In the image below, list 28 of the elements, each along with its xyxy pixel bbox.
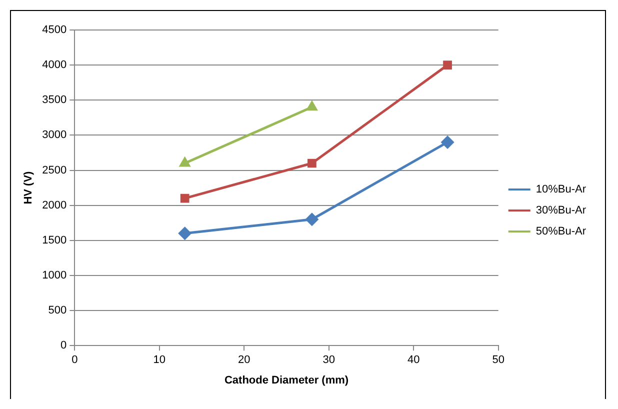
x-axis-title: Cathode Diameter (mm) bbox=[224, 374, 349, 386]
y-tick-label: 1000 bbox=[42, 270, 67, 282]
y-tick-label: 1500 bbox=[42, 234, 67, 246]
point bbox=[306, 213, 318, 226]
x-tick-label: 30 bbox=[322, 354, 336, 366]
y-tick-label: 500 bbox=[48, 304, 67, 317]
point bbox=[443, 60, 452, 70]
legend-label: 50%Bu-Ar bbox=[536, 226, 586, 238]
point bbox=[178, 227, 192, 240]
y-axis-title: HV (V) bbox=[22, 170, 35, 204]
point bbox=[308, 158, 316, 168]
legend-label: 30%Bu-Ar bbox=[536, 204, 586, 217]
x-tick-label: 40 bbox=[408, 354, 420, 366]
y-tick-label: 3500 bbox=[42, 94, 67, 106]
point bbox=[180, 194, 190, 203]
x-tick-label: 20 bbox=[238, 354, 250, 366]
y-tick-label: 2500 bbox=[42, 164, 67, 176]
y-tick-label: 4500 bbox=[42, 24, 67, 36]
y-tick-label: 3000 bbox=[42, 129, 67, 142]
x-tick-label: 50 bbox=[492, 354, 504, 366]
point bbox=[180, 158, 190, 167]
x-tick-label: 10 bbox=[153, 354, 166, 366]
point bbox=[441, 136, 454, 148]
legend-label: 10%Bu-Ar bbox=[536, 184, 586, 196]
y-tick-label: 2000 bbox=[42, 199, 67, 212]
y-tick-label: 0 bbox=[60, 340, 67, 352]
y-tick-label: 4000 bbox=[42, 59, 67, 72]
x-tick-label: 0 bbox=[72, 354, 78, 366]
